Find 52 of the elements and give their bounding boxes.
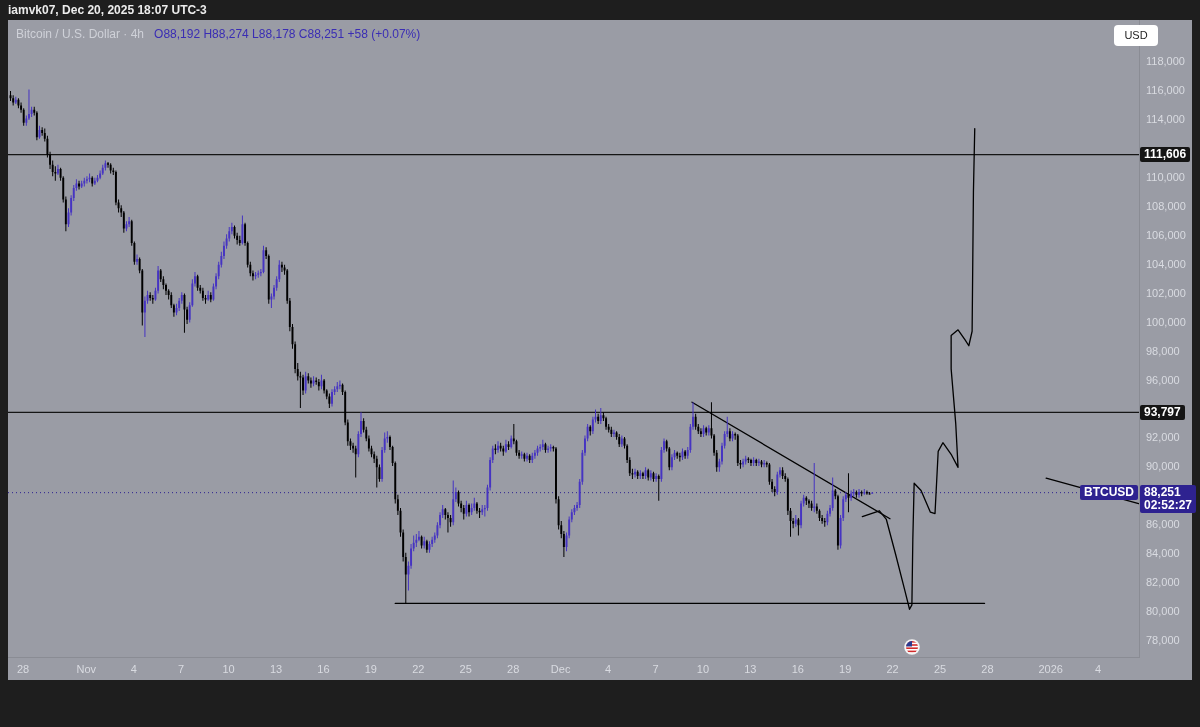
candlestick: [847, 473, 850, 513]
y-tick-label: 114,000: [1146, 112, 1185, 125]
candlestick: [539, 444, 542, 452]
y-tick-label: 100,000: [1146, 315, 1186, 328]
x-tick-label: 4: [604, 662, 612, 675]
x-tick-label: 22: [412, 662, 425, 675]
x-tick-label: 4: [130, 662, 137, 675]
x-tick-label: 2026: [1038, 662, 1063, 675]
x-tick-label: 13: [744, 662, 757, 675]
x-tick-label: 22: [886, 662, 899, 675]
y-tick-label: 84,000: [1146, 547, 1180, 560]
x-tick-label: 28: [507, 662, 520, 675]
x-tick-label: 13: [269, 662, 283, 675]
x-tick-label: 19: [364, 662, 377, 675]
y-tick-label: 78,000: [1146, 634, 1180, 647]
x-tick-label: 10: [222, 662, 235, 675]
y-tick-label: 116,000: [1146, 83, 1185, 96]
x-tick-label: 25: [459, 662, 472, 675]
y-tick-label: 90,000: [1146, 460, 1180, 473]
ref-line-label: 88,251: [1144, 485, 1182, 500]
y-tick-label: 108,000: [1146, 199, 1186, 212]
candlestick: [85, 176, 88, 184]
y-tick-label: 82,000: [1146, 576, 1180, 589]
y-tick-label: 96,000: [1146, 373, 1180, 386]
y-tick-label: 118,000: [1146, 55, 1185, 68]
annotation: USD: [1114, 25, 1158, 46]
x-tick-label: Nov: [76, 662, 97, 675]
y-tick-label: 92,000: [1146, 431, 1180, 444]
ref-line-label: 111,606: [1144, 147, 1187, 162]
text: iamvk07, Dec 20, 2025 18:07 UTC-3: [8, 3, 207, 17]
x-tick-label: 28: [981, 662, 994, 675]
x-tick-label: 4: [1095, 662, 1102, 675]
ref-line-label: 93,797: [1144, 404, 1181, 419]
x-tick-label: 19: [839, 662, 852, 675]
annotation: O88,192 H88,274 L88,178 C88,251 +58 (+0.07%): [154, 27, 421, 41]
x-tick-label: 7: [178, 662, 185, 675]
y-tick-label: 104,000: [1146, 257, 1186, 270]
x-tick-label: Dec: [550, 662, 571, 675]
y-tick-label: 102,000: [1146, 286, 1186, 299]
x-tick-label: 25: [933, 662, 947, 675]
y-tick-label: 110,000: [1146, 170, 1185, 183]
text: 02:52:27: [1144, 498, 1193, 513]
x-tick-label: 16: [791, 662, 804, 675]
y-tick-label: 106,000: [1146, 228, 1186, 241]
y-tick-label: 98,000: [1146, 344, 1180, 357]
y-tick-label: 86,000: [1146, 518, 1180, 531]
x-tick-label: 7: [652, 662, 659, 675]
x-tick-label: 28: [16, 662, 30, 675]
x-tick-label: 10: [696, 662, 710, 675]
annotation: BTCUSD: [1080, 485, 1138, 501]
x-tick-label: 16: [317, 662, 330, 675]
y-tick-label: 80,000: [1146, 605, 1180, 618]
